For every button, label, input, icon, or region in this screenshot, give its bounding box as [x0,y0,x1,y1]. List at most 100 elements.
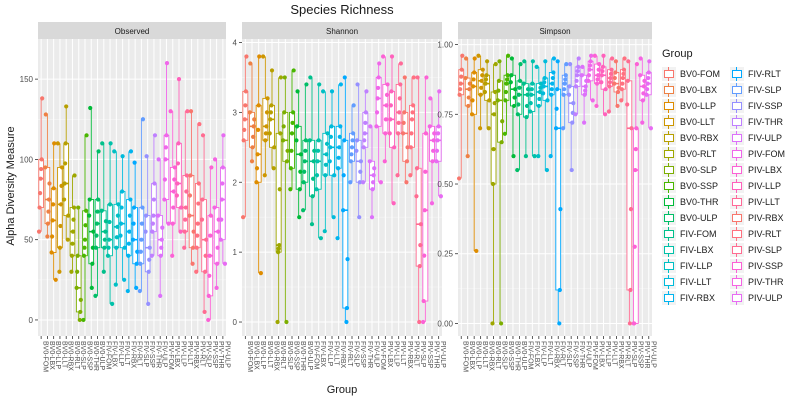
data-point [264,124,269,129]
legend-item-fiv-rbx: FIV-RBX [662,290,728,306]
box-iqr [342,139,349,309]
data-point [562,87,567,92]
data-point [529,92,534,97]
data-point [558,207,563,212]
data-point [178,229,183,234]
data-point [251,134,256,139]
data-point [423,169,428,174]
box-bv0-llp [469,56,479,254]
data-point [332,173,337,178]
data-point [53,277,58,282]
data-point [190,261,195,266]
data-point [616,85,621,90]
x-tick-label: PIV-RBX [617,341,624,369]
x-tick-label: PIV-RLT [198,341,205,368]
x-tick-label: PIV-SSP [211,341,218,369]
data-point [383,117,388,122]
box-fiv-lbx [105,141,115,306]
data-point [278,75,283,80]
data-point [538,85,543,90]
data-point [626,59,631,64]
data-point [298,169,303,174]
x-tick-label: BV0-THR [92,341,99,371]
data-point [381,54,386,59]
data-point [95,197,101,202]
data-point [463,75,468,81]
data-point [357,215,362,220]
legend-item-bv0-llt: BV0-LLT [662,114,728,130]
data-point [202,309,207,315]
data-point [417,319,422,325]
x-tick-label: BV0-LLT [266,341,273,369]
data-point [411,103,416,108]
legend-key [662,275,676,289]
legend-item-piv-rbx: PIV-RBX [730,210,796,226]
data-point [243,103,248,108]
box-piv-llt [395,61,403,178]
x-tick-label: FIV-SLP [353,341,360,367]
data-point [583,84,588,89]
data-point [191,229,196,234]
data-point [50,218,55,223]
box-bv0-rbx [62,104,71,242]
legend-key [662,147,676,161]
data-point [354,148,359,153]
data-point [590,98,595,103]
box-fiv-thr [573,56,581,117]
box-iqr [132,207,138,265]
legend-key [730,163,744,177]
data-point [377,61,382,66]
box-fiv-llp [534,64,544,159]
data-point [159,237,164,242]
data-point [118,233,123,238]
data-point [589,53,594,58]
data-point [37,191,43,196]
x-tick-label: FIV-FOM [104,341,111,370]
data-point [644,92,649,97]
data-point [563,77,568,82]
data-point [139,221,145,226]
legend-key [662,243,676,257]
x-tick-label: PIV-THR [217,341,224,369]
legend-label: PIV-SSP [748,261,784,271]
data-point [550,81,555,86]
box-iqr [555,88,562,291]
data-point [383,131,388,136]
data-point [251,124,256,129]
data-point [158,253,163,258]
data-point [545,98,550,103]
data-point [363,110,368,115]
data-point [183,217,188,222]
box-iqr [490,91,497,185]
data-point [69,269,74,274]
data-point [428,96,433,101]
data-point [417,264,422,269]
legend-item-fiv-llt: FIV-LLT [662,274,728,290]
box-iqr [63,142,69,217]
panel-background [38,39,226,336]
data-point [47,181,52,186]
data-point [516,92,521,97]
data-point [569,167,574,173]
data-point [358,169,363,174]
data-point [627,321,633,326]
data-point [570,120,575,125]
data-point [59,165,65,170]
box-bv0-rbx [267,68,277,171]
legend-label: FIV-SLP [748,85,782,95]
data-point [342,75,347,80]
data-point [120,154,125,159]
data-point [162,197,167,202]
data-point [255,152,260,157]
data-point [414,166,420,171]
box-iqr [282,111,289,162]
data-point [209,165,214,170]
data-point [105,253,111,258]
data-point [398,61,403,66]
x-tick-label: BV0-RBX [273,341,280,371]
data-point [401,120,406,125]
data-point [524,114,529,120]
data-point [51,202,56,207]
data-point [374,124,379,129]
